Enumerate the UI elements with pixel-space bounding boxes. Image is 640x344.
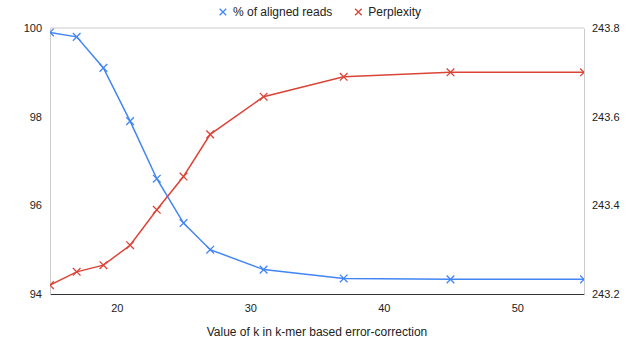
marker [260, 93, 268, 101]
tick-label: 98 [30, 111, 42, 123]
axis-line [51, 294, 585, 295]
marker [180, 219, 188, 227]
legend-marker [220, 9, 227, 16]
tick: 100 [24, 22, 50, 34]
marker [580, 276, 584, 284]
tick-label: 96 [30, 199, 42, 211]
legend-item: Perplexity [355, 5, 421, 19]
marker [153, 206, 161, 214]
marker [340, 73, 348, 81]
tick-label: 30 [245, 302, 257, 314]
tick: 96 [30, 199, 50, 211]
series-group [50, 29, 584, 289]
tick-label: 243.2 [592, 288, 620, 300]
marker [126, 241, 134, 249]
series-line [50, 32, 584, 279]
legend-label: % of aligned reads [233, 5, 332, 19]
tick: 243.4 [584, 199, 620, 211]
x-axis-label: Value of k in k-mer based error-correcti… [207, 325, 428, 339]
marker [50, 29, 54, 37]
frame-line [50, 28, 584, 29]
axis-line [50, 29, 51, 295]
tick-label: 243.8 [592, 22, 620, 34]
series-line [50, 72, 584, 285]
tick: 243.8 [584, 22, 620, 34]
chart: 20 30 40 50 94 96 98 100 243.2 243.4 243.6 243.8 Val… [0, 0, 640, 344]
marker [447, 276, 455, 284]
tick: 40 [378, 294, 390, 314]
tick-label: 243.6 [592, 111, 620, 123]
tick: 98 [30, 111, 50, 123]
tick: 50 [512, 294, 524, 314]
marker [126, 117, 134, 125]
tick-label: 40 [378, 302, 390, 314]
marker [180, 173, 188, 181]
tick-label: 243.4 [592, 199, 620, 211]
tick: 30 [245, 294, 257, 314]
marker [50, 281, 54, 289]
marker [100, 64, 108, 72]
tick: 243.2 [584, 288, 620, 300]
marker [340, 275, 348, 283]
tick: 20 [111, 294, 123, 314]
marker [206, 131, 214, 139]
tick: 243.6 [584, 111, 620, 123]
marker [73, 268, 81, 276]
tick-label: 100 [24, 22, 42, 34]
y2-axis: 243.2 243.4 243.6 243.8 [584, 22, 620, 300]
marker [580, 69, 584, 77]
tick: 94 [30, 288, 50, 300]
legend-marker [355, 9, 362, 16]
legend-label: Perplexity [368, 5, 421, 19]
y-axis: 94 96 98 100 [24, 22, 51, 300]
marker [447, 69, 455, 77]
marker [260, 266, 268, 274]
plot: 20 30 40 50 94 96 98 100 243.2 243.4 243.6 243.8 [24, 22, 620, 314]
marker [153, 175, 161, 183]
legend-item: % of aligned reads [220, 5, 333, 19]
marker [73, 33, 81, 41]
marker [206, 246, 214, 254]
tick-label: 20 [111, 302, 123, 314]
legend: % of aligned reads Perplexity [220, 5, 421, 19]
tick-label: 94 [30, 288, 42, 300]
marker [100, 261, 108, 269]
x-axis: 20 30 40 50 [51, 294, 585, 314]
tick-label: 50 [512, 302, 524, 314]
axis-line [584, 29, 585, 295]
